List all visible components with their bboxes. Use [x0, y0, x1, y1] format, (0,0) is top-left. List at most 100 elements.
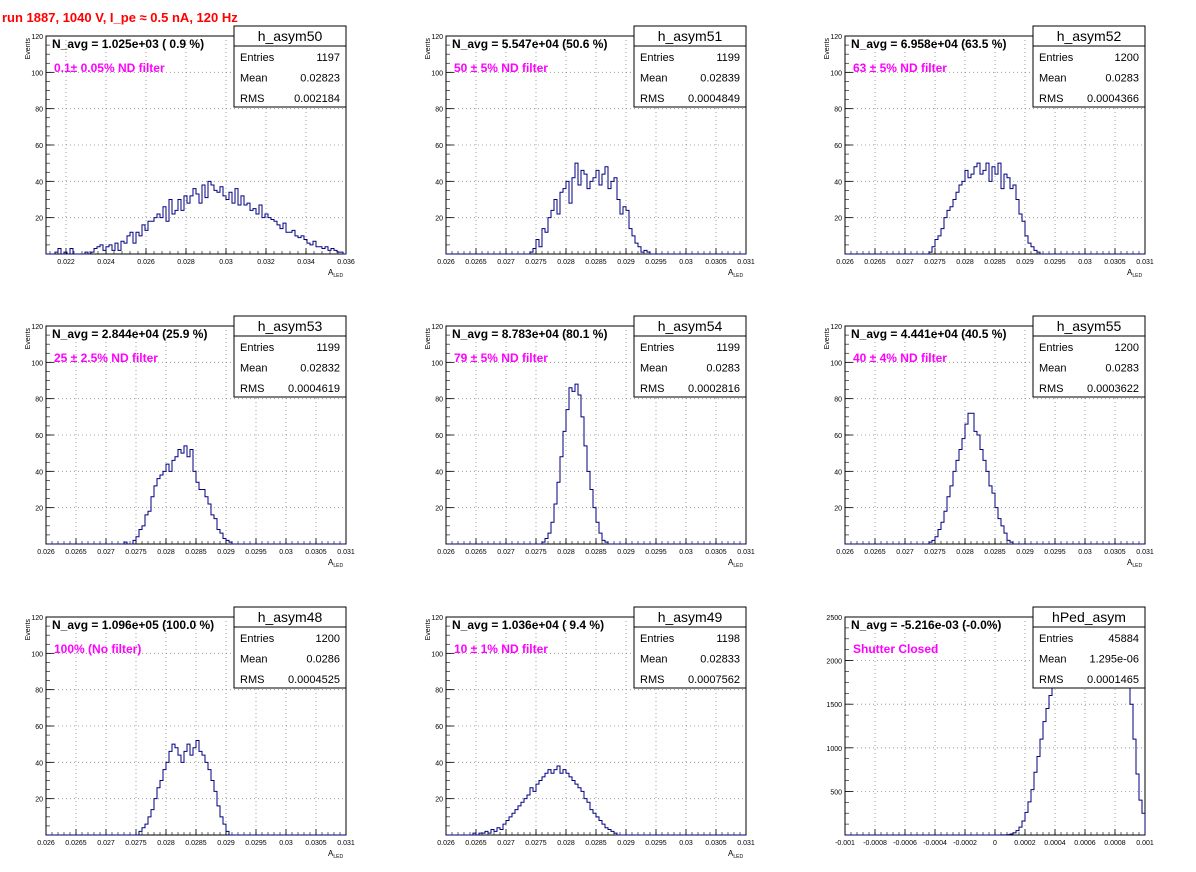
- histogram-name: h_asym55: [1057, 318, 1122, 334]
- histogram-panel: 0.026 0.0265 0.027 0.0275 0.028 0.0285 0.029 0.…: [425, 315, 755, 569]
- histogram-line: [446, 383, 746, 545]
- x-tick-label: 0.028: [956, 549, 974, 556]
- stat-label-mean: Mean: [640, 73, 668, 85]
- y-tick-label: 120: [431, 324, 443, 331]
- y-tick-label: 20: [435, 216, 443, 223]
- x-tick-label: 0.028: [177, 259, 195, 266]
- y-tick-label: 60: [435, 143, 443, 150]
- histogram-line: [46, 740, 346, 836]
- stat-value-rms: 0.0004525: [288, 674, 340, 686]
- stats-box: [233, 25, 347, 108]
- x-tick-label: 0.0305: [705, 549, 727, 556]
- x-tick-label: 0.0305: [705, 259, 727, 266]
- x-tick-label: 0.028: [557, 259, 575, 266]
- stat-label-entries: Entries: [640, 633, 675, 645]
- x-tick-label: -0.0002: [953, 840, 977, 847]
- x-tick-label: 0.024: [97, 259, 115, 266]
- stat-label-mean: Mean: [1039, 654, 1067, 666]
- stat-value-entries: 45884: [1108, 633, 1139, 645]
- x-tick-label: 0.029: [1016, 549, 1034, 556]
- x-tick-label: 0.0275: [924, 549, 946, 556]
- y-tick-label: 120: [431, 615, 443, 622]
- y-tick-label: 40: [435, 179, 443, 186]
- stat-value-entries: 1197: [316, 52, 340, 64]
- x-tick-label: 0.029: [617, 549, 635, 556]
- filter-label: 79 ± 5% ND filter: [454, 351, 548, 365]
- navg-label: N_avg = -5.216e-03 (-0.0%): [851, 618, 1001, 632]
- stat-label-entries: Entries: [1039, 52, 1074, 64]
- stat-value-mean: 0.0283: [1105, 73, 1139, 85]
- y-tick-label: 80: [435, 107, 443, 114]
- navg-label: N_avg = 5.547e+04 (50.6 %): [452, 37, 607, 51]
- x-tick-label: 0.0006: [1074, 840, 1096, 847]
- x-tick-label: 0.0004: [1044, 840, 1066, 847]
- stats-box: [1032, 25, 1146, 108]
- y-tick-label: 40: [834, 469, 842, 476]
- y-tick-label: 80: [834, 397, 842, 404]
- stat-value-entries: 1200: [316, 633, 340, 645]
- x-tick-label: 0.0295: [1044, 549, 1066, 556]
- x-tick-label: 0.0285: [585, 840, 607, 847]
- x-tick-label: 0.026: [437, 549, 455, 556]
- y-tick-label: 20: [834, 506, 842, 513]
- x-axis-label: ALED: [328, 268, 343, 279]
- x-tick-label: 0.001: [1136, 840, 1154, 847]
- x-tick-label: 0.0265: [65, 549, 87, 556]
- filter-label: 0.1± 0.05% ND filter: [54, 61, 165, 75]
- x-tick-label: 0.0305: [1104, 549, 1126, 556]
- x-tick-label: 0.03: [279, 549, 293, 556]
- x-tick-label: 0.03: [679, 549, 693, 556]
- stat-label-rms: RMS: [1039, 93, 1063, 105]
- stat-value-mean: 0.0283: [706, 363, 740, 375]
- y-tick-label: 100: [431, 70, 443, 77]
- stat-label-entries: Entries: [240, 633, 275, 645]
- x-tick-label: 0: [993, 840, 997, 847]
- stat-label-rms: RMS: [240, 383, 264, 395]
- y-tick-label: 80: [35, 397, 43, 404]
- y-tick-label: 60: [35, 433, 43, 440]
- y-tick-label: 100: [431, 360, 443, 367]
- y-tick-label: 80: [435, 397, 443, 404]
- x-tick-label: 0.028: [557, 549, 575, 556]
- stat-label-rms: RMS: [640, 93, 664, 105]
- histogram-name: h_asym50: [258, 28, 323, 44]
- x-tick-label: 0.0265: [65, 840, 87, 847]
- x-tick-label: 0.029: [617, 840, 635, 847]
- navg-label: N_avg = 1.025e+03 ( 0.9 %): [52, 37, 204, 51]
- histogram-name: h_asym54: [658, 318, 723, 334]
- stat-value-mean: 0.0283: [1105, 363, 1139, 375]
- filter-label: 25 ± 2.5% ND filter: [54, 351, 158, 365]
- stat-label-rms: RMS: [1039, 674, 1063, 686]
- stats-box: [233, 606, 347, 689]
- navg-label: N_avg = 1.036e+04 ( 9.4 %): [452, 618, 604, 632]
- stat-value-rms: 0.002184: [294, 93, 340, 105]
- y-axis-label: Events: [25, 38, 32, 60]
- stat-value-rms: 0.0001465: [1087, 674, 1139, 686]
- y-tick-label: 120: [31, 34, 43, 41]
- stat-label-entries: Entries: [640, 52, 675, 64]
- stat-value-entries: 1200: [1115, 52, 1139, 64]
- y-tick-label: 20: [435, 506, 443, 513]
- filter-label: 10 ± 1% ND filter: [454, 642, 548, 656]
- x-tick-label: 0.0008: [1104, 840, 1126, 847]
- x-tick-label: 0.026: [37, 840, 55, 847]
- filter-label: 100% (No filter): [54, 642, 141, 656]
- x-tick-label: 0.031: [737, 259, 755, 266]
- x-tick-label: 0.029: [217, 840, 235, 847]
- x-tick-label: 0.026: [37, 549, 55, 556]
- x-tick-label: 0.0265: [465, 840, 487, 847]
- stat-label-entries: Entries: [240, 342, 275, 354]
- x-tick-label: -0.001: [835, 840, 855, 847]
- x-tick-label: 0.026: [437, 259, 455, 266]
- run-title: run 1887, 1040 V, I_pe ≈ 0.5 nA, 120 Hz: [2, 10, 238, 25]
- y-axis-label: Events: [824, 328, 831, 350]
- x-tick-label: 0.0295: [645, 549, 667, 556]
- filter-label: 50 ± 5% ND filter: [454, 61, 548, 75]
- x-tick-label: 0.0275: [924, 259, 946, 266]
- stats-box: [1032, 315, 1146, 398]
- x-tick-label: 0.031: [1136, 549, 1154, 556]
- y-tick-label: 120: [431, 34, 443, 41]
- stat-label-entries: Entries: [1039, 633, 1074, 645]
- y-tick-label: 60: [435, 724, 443, 731]
